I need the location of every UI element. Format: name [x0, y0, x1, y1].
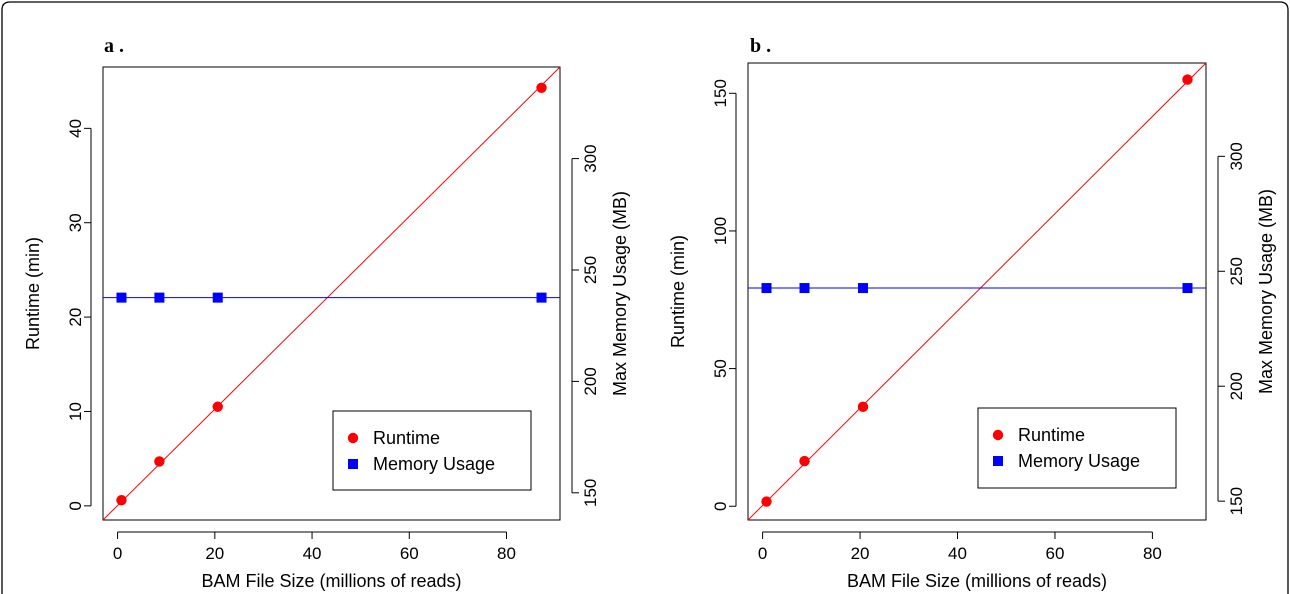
- y2-tick-label: 300: [1227, 142, 1246, 170]
- y2-tick-label: 150: [581, 479, 600, 507]
- legend-memory-swatch: [348, 459, 358, 469]
- panel-b: b . 0 20 40 60 80 BAM File Size (millions of r…: [668, 35, 1276, 591]
- y2-tick-label: 250: [1227, 257, 1246, 285]
- x-tick-label: 80: [1143, 544, 1162, 563]
- runtime-point: [536, 82, 547, 93]
- legend-label: Runtime: [373, 428, 440, 448]
- y-axis-label: Runtime (min): [23, 237, 43, 350]
- memory-point: [799, 283, 810, 294]
- y-tick-label: 0: [711, 502, 730, 511]
- y2-tick-label: 200: [581, 367, 600, 395]
- y-tick-label: 0: [66, 501, 85, 510]
- y2-tick-label: 250: [581, 256, 600, 284]
- x-tick-label: 0: [113, 544, 122, 563]
- memory-point: [154, 292, 165, 303]
- y-tick-label: 150: [711, 79, 730, 107]
- memory-point: [857, 283, 868, 294]
- plot-box: [747, 62, 1207, 521]
- legend-runtime-swatch: [347, 432, 359, 444]
- plot-box: [102, 66, 561, 521]
- x-tick-label: 20: [851, 544, 870, 563]
- legend-box: [977, 407, 1177, 489]
- y2-axis-label: Max Memory Usage (MB): [610, 191, 630, 396]
- y2-axis-label: Max Memory Usage (MB): [1256, 189, 1276, 394]
- x-tick-label: 0: [758, 544, 767, 563]
- memory-point: [1182, 283, 1193, 294]
- y-tick-label: 100: [711, 217, 730, 245]
- x-tick-label: 40: [303, 544, 322, 563]
- legend-label: Memory Usage: [373, 454, 495, 474]
- runtime-point: [1182, 74, 1193, 85]
- runtime-point: [154, 456, 165, 467]
- x-axis-label: BAM File Size (millions of reads): [847, 571, 1107, 591]
- y2-tick-label: 200: [1227, 372, 1246, 400]
- panel-label: a .: [104, 35, 124, 57]
- y2-tick-label: 300: [581, 144, 600, 172]
- y-tick-label: 30: [66, 213, 85, 232]
- x-tick-label: 40: [948, 544, 967, 563]
- y2-tick-label: 150: [1227, 487, 1246, 515]
- memory-point: [212, 292, 223, 303]
- legend-label: Runtime: [1018, 425, 1085, 445]
- y-axis-label: Runtime (min): [668, 235, 688, 348]
- legend-runtime-swatch: [992, 429, 1004, 441]
- fit-line-runtime: [102, 66, 561, 521]
- memory-point: [116, 292, 127, 303]
- y-tick-label: 50: [711, 359, 730, 378]
- runtime-point: [799, 455, 810, 467]
- x-tick-label: 80: [497, 544, 516, 563]
- fit-line-runtime: [747, 62, 1207, 521]
- runtime-point: [116, 494, 127, 506]
- y-tick-label: 10: [66, 402, 85, 421]
- runtime-point: [857, 401, 869, 413]
- legend-memory-swatch: [993, 456, 1003, 466]
- y-tick-label: 40: [66, 119, 85, 138]
- panel-a: a . 0 20 40 60 80 BAM File Size (millions of r…: [23, 35, 630, 591]
- memory-point: [761, 283, 772, 294]
- memory-point: [536, 292, 547, 303]
- legend-label: Memory Usage: [1018, 451, 1140, 471]
- y-tick-label: 20: [66, 308, 85, 327]
- x-tick-label: 20: [205, 544, 224, 563]
- x-tick-label: 60: [400, 544, 419, 563]
- runtime-point: [212, 401, 223, 412]
- legend-box: [332, 410, 532, 491]
- panel-label: b .: [750, 35, 771, 57]
- runtime-point: [761, 496, 772, 507]
- x-axis-label: BAM File Size (millions of reads): [201, 571, 461, 591]
- x-tick-label: 60: [1045, 544, 1064, 563]
